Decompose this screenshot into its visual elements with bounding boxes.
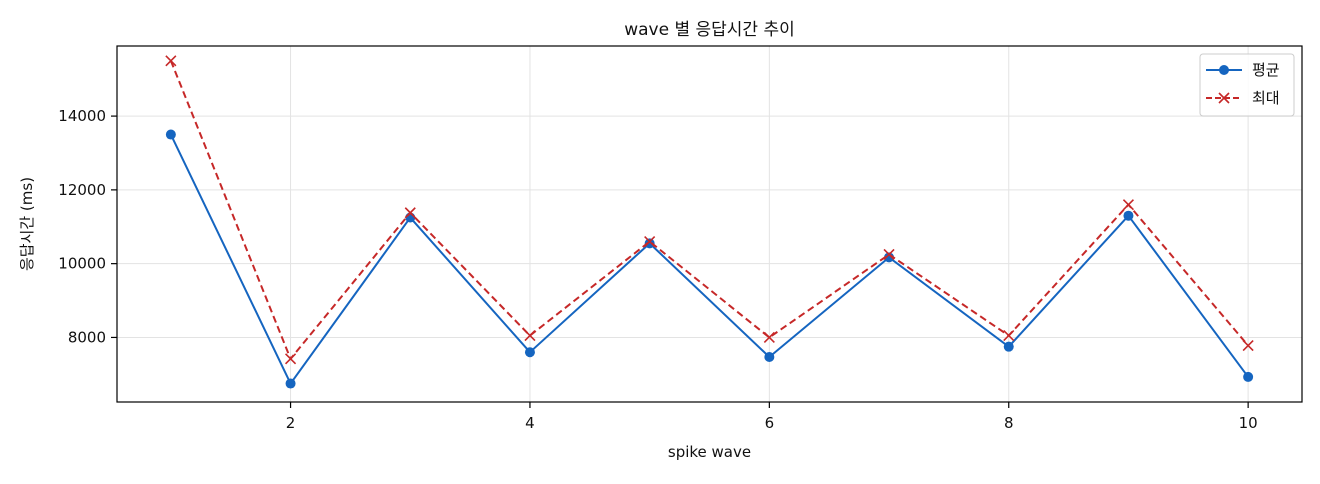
- series-max-point: [404, 207, 416, 219]
- series-max-point: [1003, 330, 1015, 342]
- legend-avg-label: 평균: [1252, 61, 1280, 79]
- grid-lines: [117, 46, 1302, 402]
- series-max-point: [883, 248, 895, 261]
- y-axis-title: 응답시간 (ms): [18, 177, 36, 271]
- series-max-point: [644, 235, 656, 248]
- series-layer: [165, 55, 1254, 389]
- x-tick-label: 10: [1239, 414, 1258, 432]
- legend-avg-marker: [1219, 65, 1229, 75]
- plot-area-frame: [116, 45, 1303, 403]
- legend: 평균 최대: [1199, 53, 1295, 117]
- x-tick-label: 4: [525, 414, 535, 432]
- series-max-point: [165, 55, 177, 67]
- series-max-point: [1242, 339, 1254, 352]
- legend-item-avg: 평균: [1206, 61, 1280, 79]
- legend-max-label: 최대: [1252, 89, 1280, 107]
- legend-box: [1199, 53, 1295, 117]
- legend-item-max: 최대: [1206, 89, 1280, 107]
- series-max-point: [284, 353, 297, 365]
- chart-title: wave 별 응답시간 추이: [624, 20, 795, 40]
- series-avg-point: [1003, 341, 1014, 352]
- series-avg-point: [644, 238, 655, 249]
- y-tick-label: 8000: [68, 328, 106, 346]
- series-avg-point: [1243, 371, 1254, 382]
- y-tick-label: 10000: [58, 255, 106, 273]
- axis-ticks: 2 4 6 8 10 8000 10000 12000 14000: [58, 107, 1257, 432]
- series-avg-point: [764, 351, 775, 362]
- series-avg-line: [169, 134, 1249, 385]
- series-max-point: [524, 330, 536, 342]
- x-tick-label: 2: [286, 414, 296, 432]
- series-avg-point: [165, 129, 176, 140]
- series-max-line: [169, 60, 1249, 360]
- x-axis-title: spike wave: [668, 443, 751, 461]
- y-tick-label: 12000: [58, 181, 106, 199]
- series-avg-point: [884, 252, 895, 263]
- series-avg-point: [1123, 210, 1134, 221]
- x-tick-label: 8: [1004, 414, 1014, 432]
- legend-max-marker: [1218, 92, 1230, 104]
- y-tick-label: 14000: [58, 107, 106, 125]
- series-avg-point: [524, 347, 535, 358]
- series-max-point: [763, 331, 775, 344]
- series-avg-point: [285, 378, 296, 389]
- series-max-point: [1122, 199, 1135, 211]
- x-tick-label: 6: [765, 414, 775, 432]
